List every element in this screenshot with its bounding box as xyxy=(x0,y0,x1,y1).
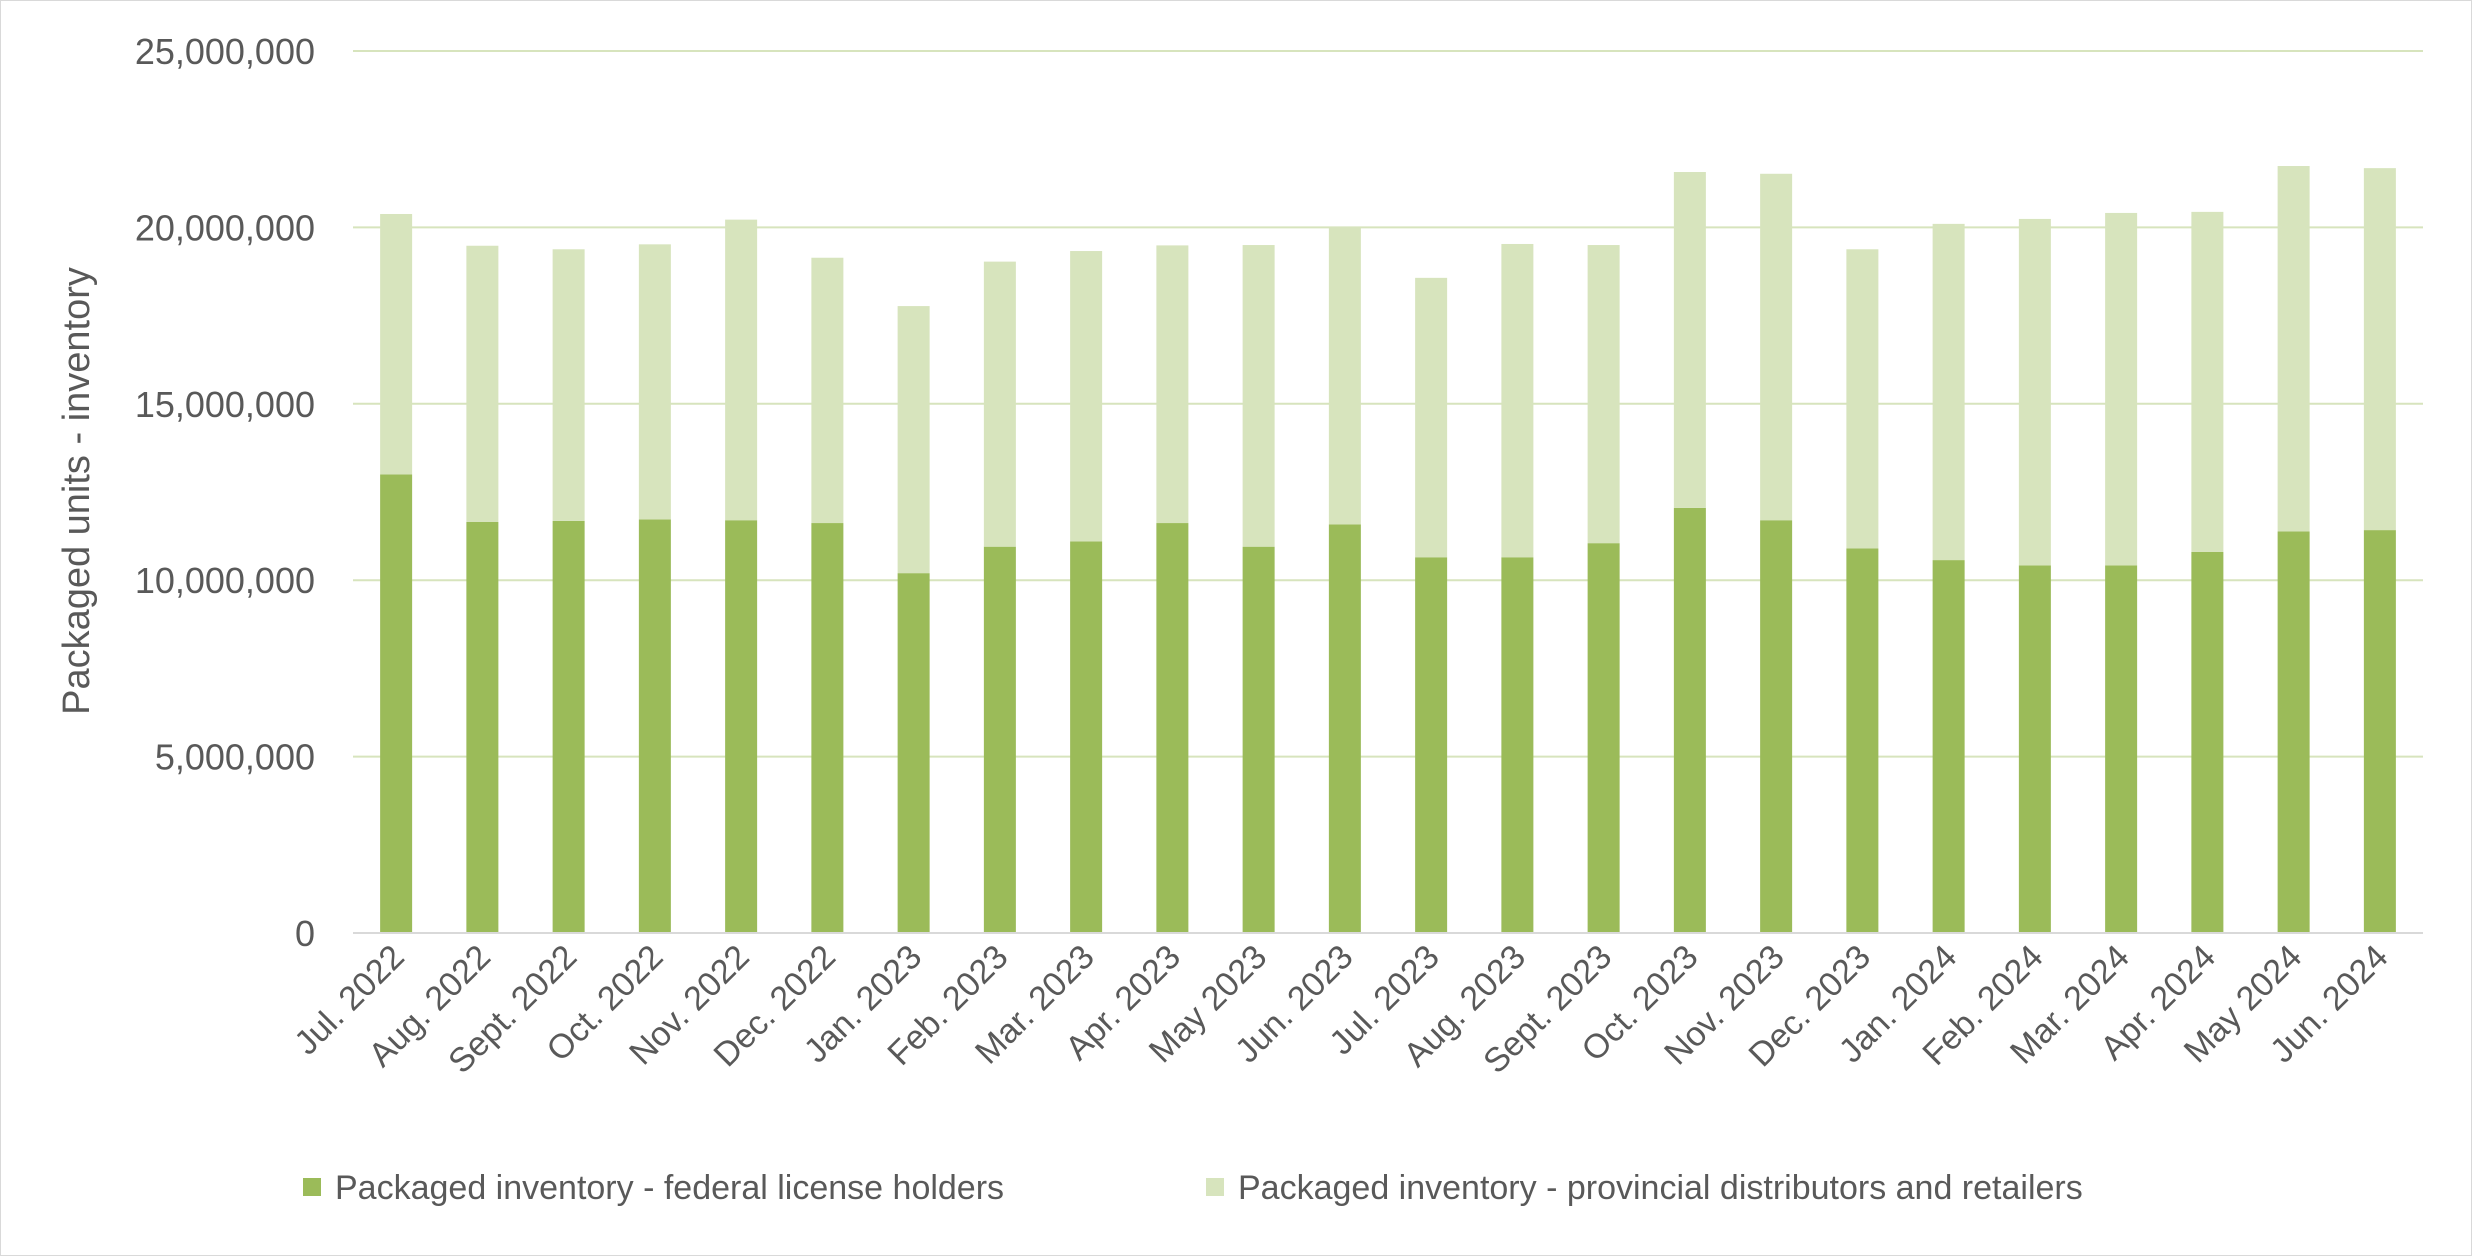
y-tick-label: 20,000,000 xyxy=(135,207,315,248)
bar-provincial xyxy=(1673,172,1706,508)
bar-federal xyxy=(811,523,844,933)
bars xyxy=(380,166,2396,933)
bar-provincial xyxy=(2018,218,2051,566)
bar-provincial xyxy=(725,219,758,521)
bar-provincial xyxy=(1415,277,1448,558)
bar-federal xyxy=(552,520,585,933)
y-tick-label: 0 xyxy=(295,913,315,954)
y-axis-title: Packaged units - inventory xyxy=(56,267,98,715)
y-tick-labels: 0 5,000,000 10,000,000 15,000,000 20,000,000… xyxy=(135,31,315,954)
bar-provincial xyxy=(2191,211,2224,552)
bar-provincial xyxy=(983,261,1016,547)
legend-swatch-federal xyxy=(303,1178,321,1196)
bar-federal xyxy=(725,520,758,933)
bar-provincial xyxy=(1156,245,1189,524)
legend-swatch-provincial xyxy=(1206,1178,1224,1196)
bar-federal xyxy=(1242,546,1275,933)
bar-provincial xyxy=(2277,166,2310,532)
bar-provincial xyxy=(1328,227,1361,525)
legend-label-provincial: Packaged inventory - provincial distribu… xyxy=(1238,1169,2083,1207)
bar-federal xyxy=(1328,524,1361,933)
bar-provincial xyxy=(1070,251,1103,542)
bar-provincial xyxy=(1846,249,1879,549)
y-tick-label: 10,000,000 xyxy=(135,560,315,601)
y-tick-label: 5,000,000 xyxy=(155,737,315,778)
bar-federal xyxy=(638,519,671,933)
y-tick-label: 15,000,000 xyxy=(135,384,315,425)
bar-federal xyxy=(1932,560,1965,933)
bar-federal xyxy=(2191,551,2224,933)
legend-label-federal: Packaged inventory - federal license hol… xyxy=(335,1169,1004,1207)
bar-provincial xyxy=(552,249,585,521)
bar-federal xyxy=(1070,541,1103,933)
bar-provincial xyxy=(1932,223,1965,561)
bar-provincial xyxy=(811,257,844,524)
bar-federal xyxy=(1673,507,1706,933)
bar-federal xyxy=(380,474,413,933)
bar-provincial xyxy=(2363,168,2396,531)
bar-provincial xyxy=(638,244,671,520)
bar-federal xyxy=(2018,565,2051,933)
bar-federal xyxy=(466,521,499,933)
bar-federal xyxy=(1760,520,1793,933)
bar-provincial xyxy=(1760,173,1793,521)
bar-provincial xyxy=(1501,243,1534,558)
bar-federal xyxy=(2363,530,2396,933)
bar-federal xyxy=(897,573,930,933)
gridlines xyxy=(353,50,2423,758)
legend: Packaged inventory - federal license hol… xyxy=(303,1169,2083,1207)
bar-provincial xyxy=(380,213,413,475)
bar-federal xyxy=(1587,543,1620,933)
bar-federal xyxy=(1415,557,1448,933)
bar-federal xyxy=(1156,523,1189,933)
bar-federal xyxy=(983,546,1016,933)
bar-provincial xyxy=(1587,245,1620,544)
y-tick-label: 25,000,000 xyxy=(135,31,315,72)
bar-federal xyxy=(1846,548,1879,933)
bar-federal xyxy=(1501,557,1534,933)
bar-provincial xyxy=(1242,245,1275,547)
bar-federal xyxy=(2105,565,2138,933)
bar-provincial xyxy=(466,245,499,522)
bar-federal xyxy=(2277,531,2310,933)
bar-provincial xyxy=(897,306,930,574)
bar-provincial xyxy=(2105,212,2138,566)
